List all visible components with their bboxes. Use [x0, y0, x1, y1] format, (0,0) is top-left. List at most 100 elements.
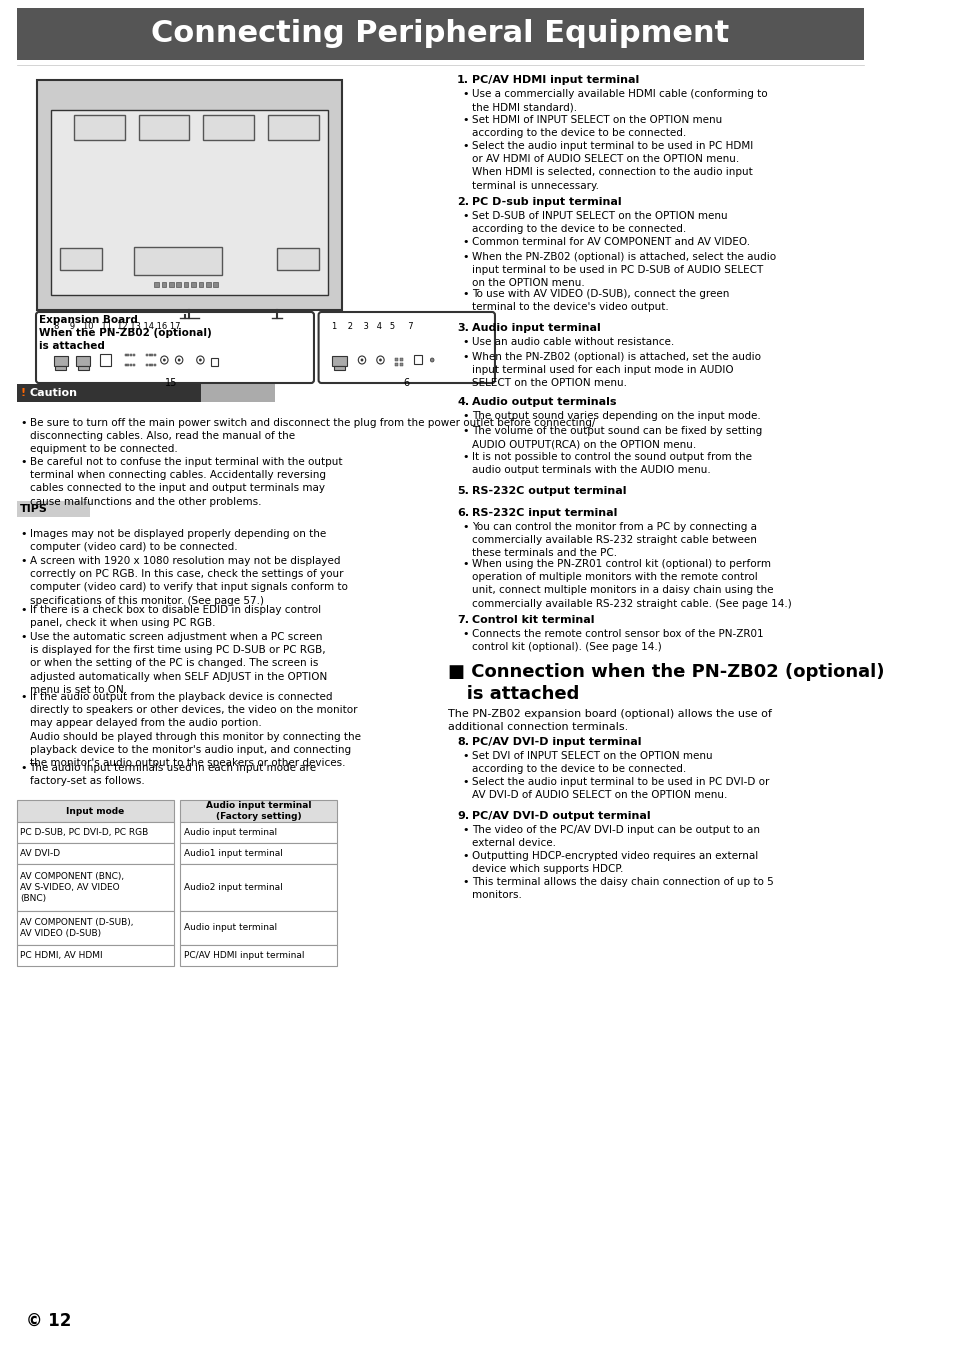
Bar	[100, 354, 111, 366]
Text: Use a commercially available HDMI cable (conforming to
the HDMI standard).: Use a commercially available HDMI cable …	[472, 89, 767, 112]
FancyBboxPatch shape	[16, 8, 863, 59]
Text: •: •	[462, 559, 469, 568]
Bar	[161, 282, 166, 288]
FancyBboxPatch shape	[16, 864, 173, 911]
Text: Images may not be displayed properly depending on the
computer (video card) to b: Images may not be displayed properly dep…	[30, 529, 326, 552]
Text: It is not possible to control the sound output from the
audio output terminals w: It is not possible to control the sound …	[472, 452, 751, 475]
FancyBboxPatch shape	[180, 801, 336, 822]
Text: •: •	[462, 410, 469, 421]
Text: 7.: 7.	[456, 616, 469, 625]
Text: Select the audio input terminal to be used in PC HDMI
or AV HDMI of AUDIO SELECT: Select the audio input terminal to be us…	[472, 140, 752, 190]
Text: 2.: 2.	[456, 197, 469, 207]
Bar	[152, 354, 153, 356]
Text: •: •	[462, 629, 469, 639]
Bar	[213, 282, 217, 288]
Circle shape	[358, 356, 365, 365]
Bar	[154, 354, 156, 356]
FancyBboxPatch shape	[16, 801, 173, 822]
Text: Audio input terminal: Audio input terminal	[184, 828, 276, 837]
FancyBboxPatch shape	[36, 312, 314, 383]
Bar	[198, 282, 203, 288]
FancyBboxPatch shape	[180, 911, 336, 945]
Text: •: •	[20, 693, 27, 702]
Text: •: •	[20, 763, 27, 774]
Text: 1    2    3   4   5     7: 1 2 3 4 5 7	[332, 323, 414, 331]
Text: PC HDMI, AV HDMI: PC HDMI, AV HDMI	[20, 950, 103, 960]
Text: Use an audio cable without resistance.: Use an audio cable without resistance.	[472, 338, 674, 347]
Text: PC/AV DVI-D input terminal: PC/AV DVI-D input terminal	[472, 737, 640, 747]
Bar	[332, 356, 347, 366]
Text: Audio2 input terminal: Audio2 input terminal	[184, 883, 282, 892]
Text: PC/AV HDMI input terminal: PC/AV HDMI input terminal	[184, 950, 304, 960]
Bar	[146, 364, 148, 366]
Bar	[125, 364, 127, 366]
Bar	[176, 282, 181, 288]
Bar	[334, 366, 345, 370]
FancyBboxPatch shape	[16, 383, 201, 402]
Text: 5.: 5.	[456, 486, 469, 495]
Bar	[146, 354, 148, 356]
Circle shape	[177, 359, 180, 362]
Text: Outputting HDCP-encrypted video requires an external
device which supports HDCP.: Outputting HDCP-encrypted video requires…	[472, 850, 758, 875]
FancyBboxPatch shape	[16, 945, 173, 967]
Text: Audio output terminals: Audio output terminals	[472, 397, 616, 406]
Bar	[395, 363, 397, 366]
Circle shape	[430, 358, 434, 362]
Text: 4.: 4.	[456, 397, 469, 406]
Bar	[395, 358, 397, 360]
Bar	[184, 282, 188, 288]
Text: •: •	[20, 556, 27, 566]
Text: The video of the PC/AV DVI-D input can be output to an
external device.: The video of the PC/AV DVI-D input can b…	[472, 825, 760, 848]
Text: •: •	[20, 458, 27, 467]
Text: •: •	[20, 418, 27, 428]
Bar	[154, 364, 156, 366]
Text: •: •	[462, 427, 469, 436]
Text: •: •	[20, 605, 27, 616]
Text: AV COMPONENT (BNC),
AV S-VIDEO, AV VIDEO
(BNC): AV COMPONENT (BNC), AV S-VIDEO, AV VIDEO…	[20, 872, 124, 903]
FancyBboxPatch shape	[201, 383, 274, 402]
Text: 6.: 6.	[456, 508, 469, 518]
Text: 9.: 9.	[456, 811, 469, 821]
Bar	[77, 366, 89, 370]
Bar	[53, 356, 69, 366]
Text: •: •	[462, 878, 469, 887]
Text: •: •	[462, 338, 469, 347]
FancyBboxPatch shape	[16, 501, 91, 517]
FancyBboxPatch shape	[16, 822, 173, 842]
Bar	[128, 354, 130, 356]
FancyBboxPatch shape	[180, 945, 336, 967]
Text: When the PN-ZB02 (optional) is attached, select the audio
input terminal to be u: When the PN-ZB02 (optional) is attached,…	[472, 252, 775, 289]
Text: 1.: 1.	[456, 76, 469, 85]
Circle shape	[378, 359, 381, 362]
FancyBboxPatch shape	[318, 312, 495, 383]
Text: 3.: 3.	[456, 323, 469, 333]
FancyBboxPatch shape	[16, 911, 173, 945]
Text: Connecting Peripheral Equipment: Connecting Peripheral Equipment	[152, 19, 729, 49]
Text: •: •	[462, 252, 469, 262]
Bar	[206, 282, 211, 288]
Text: The PN-ZB02 expansion board (optional) allows the use of
additional connection t: The PN-ZB02 expansion board (optional) a…	[447, 709, 771, 732]
Text: To use with AV VIDEO (D-SUB), connect the green
terminal to the device's video o: To use with AV VIDEO (D-SUB), connect th…	[472, 289, 728, 312]
Bar	[149, 364, 151, 366]
Text: Input mode: Input mode	[66, 806, 124, 815]
Bar	[130, 354, 132, 356]
Text: Set DVI of INPUT SELECT on the OPTION menu
according to the device to be connect: Set DVI of INPUT SELECT on the OPTION me…	[472, 751, 712, 774]
Text: Be sure to turn off the main power switch and disconnect the plug from the power: Be sure to turn off the main power switc…	[30, 418, 595, 455]
Bar	[399, 358, 402, 360]
Text: 8    9   10   11  12 13 14 16 17: 8 9 10 11 12 13 14 16 17	[53, 323, 180, 331]
Text: ■ Connection when the PN-ZB02 (optional)
   is attached: ■ Connection when the PN-ZB02 (optional)…	[447, 663, 883, 703]
Bar	[169, 282, 173, 288]
Text: 15: 15	[165, 378, 177, 387]
Text: RS-232C output terminal: RS-232C output terminal	[472, 486, 626, 495]
Text: © 12: © 12	[26, 1312, 71, 1330]
FancyBboxPatch shape	[16, 842, 173, 864]
Bar	[130, 364, 132, 366]
Text: Audio input terminal: Audio input terminal	[472, 323, 600, 333]
Text: •: •	[462, 850, 469, 861]
FancyBboxPatch shape	[60, 248, 101, 270]
FancyBboxPatch shape	[268, 115, 318, 140]
Bar	[399, 363, 402, 366]
Bar	[128, 364, 130, 366]
Bar	[152, 364, 153, 366]
Text: When the PN-ZB02 (optional) is attached, set the audio
input terminal used for e: When the PN-ZB02 (optional) is attached,…	[472, 352, 760, 389]
